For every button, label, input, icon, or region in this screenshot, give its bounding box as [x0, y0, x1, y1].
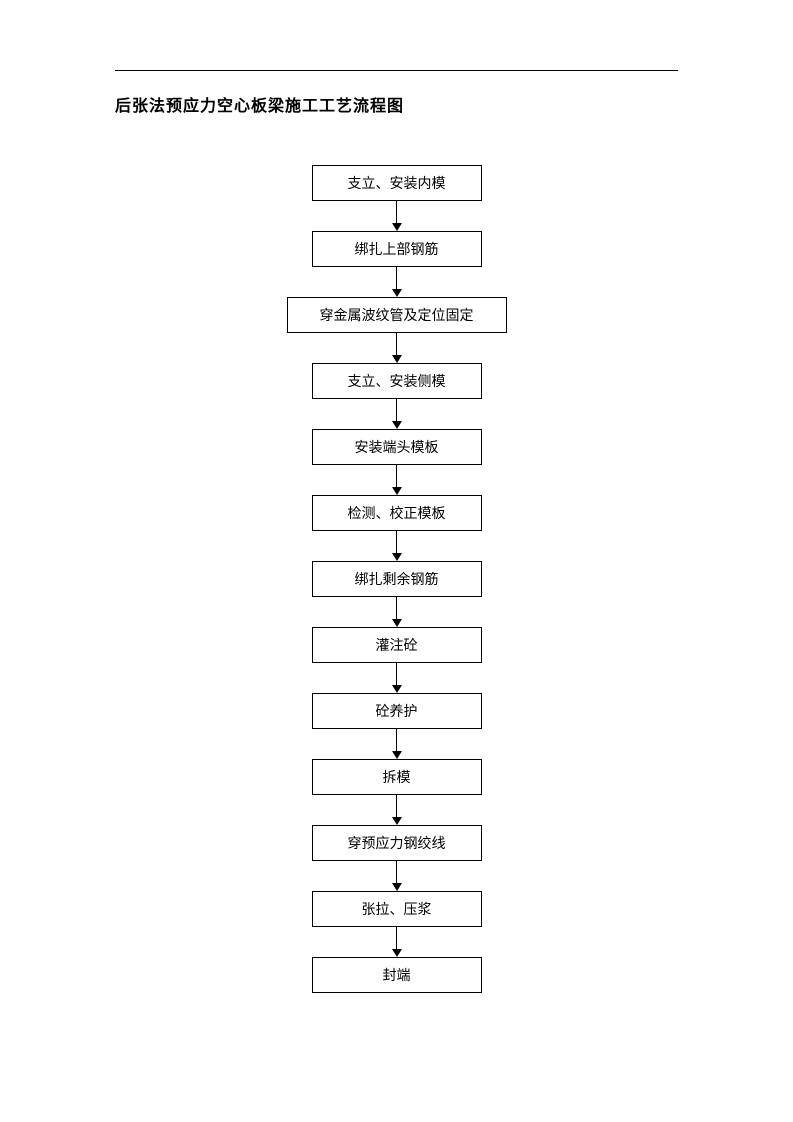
arrow-line: [396, 729, 397, 751]
arrow-head-icon: [392, 751, 402, 759]
flowchart-node-label: 绑扎剩余钢筋: [355, 569, 439, 589]
arrow-head-icon: [392, 553, 402, 561]
flowchart-container: 支立、安装内模绑扎上部钢筋穿金属波纹管及定位固定支立、安装侧模安装端头模板检测、…: [0, 165, 793, 993]
flowchart-arrow: [392, 597, 402, 627]
flowchart-node-n9: 砼养护: [312, 693, 482, 729]
flowchart-node-n2: 绑扎上部钢筋: [312, 231, 482, 267]
arrow-head-icon: [392, 487, 402, 495]
flowchart-node-n4: 支立、安装侧模: [312, 363, 482, 399]
flowchart-node-n10: 拆模: [312, 759, 482, 795]
flowchart-node-label: 检测、校正模板: [348, 503, 446, 523]
flowchart-node-n11: 穿预应力钢绞线: [312, 825, 482, 861]
flowchart-arrow: [392, 399, 402, 429]
page-title: 后张法预应力空心板梁施工工艺流程图: [115, 92, 404, 116]
flowchart-node-n13: 封端: [312, 957, 482, 993]
arrow-line: [396, 597, 397, 619]
arrow-line: [396, 465, 397, 487]
arrow-line: [396, 861, 397, 883]
flowchart-node-n8: 灌注砼: [312, 627, 482, 663]
flowchart-arrow: [392, 729, 402, 759]
arrow-head-icon: [392, 949, 402, 957]
flowchart-node-n6: 检测、校正模板: [312, 495, 482, 531]
flowchart-arrow: [392, 267, 402, 297]
flowchart-arrow: [392, 927, 402, 957]
flowchart-node-label: 穿金属波纹管及定位固定: [320, 305, 474, 325]
flowchart-arrow: [392, 861, 402, 891]
arrow-head-icon: [392, 883, 402, 891]
arrow-head-icon: [392, 355, 402, 363]
arrow-head-icon: [392, 685, 402, 693]
flowchart-arrow: [392, 663, 402, 693]
flowchart-node-label: 支立、安装内模: [348, 173, 446, 193]
flowchart-arrow: [392, 531, 402, 561]
arrow-head-icon: [392, 223, 402, 231]
arrow-line: [396, 663, 397, 685]
flowchart-node-label: 安装端头模板: [355, 437, 439, 457]
flowchart-node-label: 支立、安装侧模: [348, 371, 446, 391]
arrow-head-icon: [392, 817, 402, 825]
arrow-line: [396, 927, 397, 949]
flowchart-arrow: [392, 333, 402, 363]
arrow-head-icon: [392, 619, 402, 627]
arrow-line: [396, 267, 397, 289]
flowchart-node-n7: 绑扎剩余钢筋: [312, 561, 482, 597]
flowchart-arrow: [392, 795, 402, 825]
arrow-head-icon: [392, 289, 402, 297]
flowchart-node-n1: 支立、安装内模: [312, 165, 482, 201]
flowchart-node-label: 张拉、压浆: [362, 899, 432, 919]
arrow-line: [396, 399, 397, 421]
arrow-line: [396, 531, 397, 553]
arrow-line: [396, 201, 397, 223]
flowchart-node-n3: 穿金属波纹管及定位固定: [287, 297, 507, 333]
flowchart-node-label: 砼养护: [376, 701, 418, 721]
flowchart-node-n12: 张拉、压浆: [312, 891, 482, 927]
flowchart-node-label: 穿预应力钢绞线: [348, 833, 446, 853]
page-top-border: [115, 70, 678, 71]
flowchart-node-label: 封端: [383, 965, 411, 985]
arrow-head-icon: [392, 421, 402, 429]
flowchart-node-n5: 安装端头模板: [312, 429, 482, 465]
arrow-line: [396, 795, 397, 817]
flowchart-node-label: 绑扎上部钢筋: [355, 239, 439, 259]
flowchart-node-label: 拆模: [383, 767, 411, 787]
flowchart-arrow: [392, 201, 402, 231]
arrow-line: [396, 333, 397, 355]
flowchart-arrow: [392, 465, 402, 495]
flowchart-node-label: 灌注砼: [376, 635, 418, 655]
